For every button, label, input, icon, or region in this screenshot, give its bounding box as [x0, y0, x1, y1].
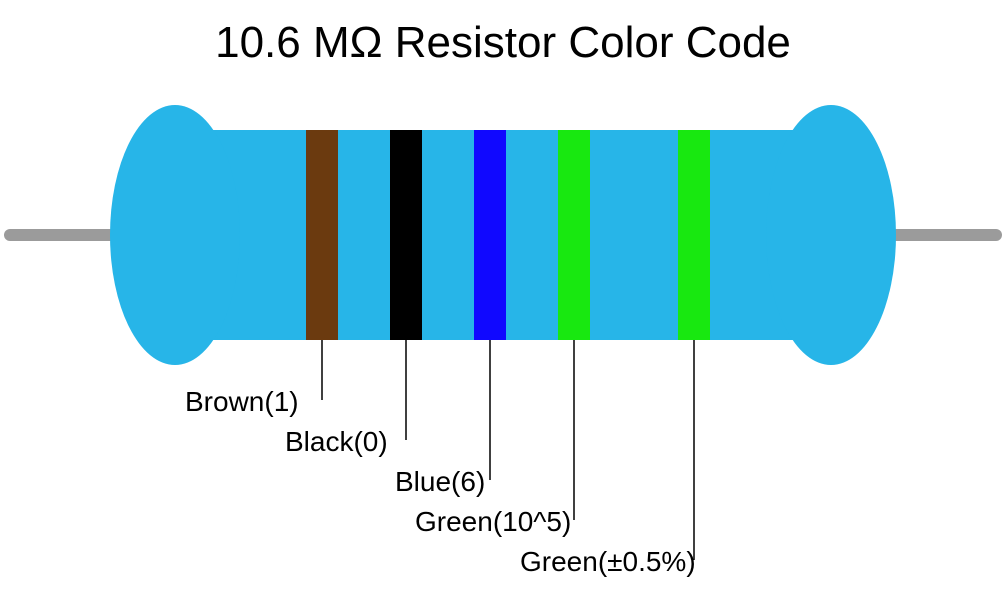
- color-band-4: [558, 130, 590, 340]
- color-band-2: [390, 130, 422, 340]
- color-band-3: [474, 130, 506, 340]
- color-band-1: [306, 130, 338, 340]
- resistor-bulb-left: [110, 105, 240, 365]
- color-band-5: [678, 130, 710, 340]
- band-label-4: Green(10^5): [415, 506, 571, 538]
- band-label-5: Green(±0.5%): [520, 546, 696, 578]
- band-label-3: Blue(6): [395, 466, 485, 498]
- band-label-2: Black(0): [285, 426, 388, 458]
- resistor-bulb-right: [766, 105, 896, 365]
- band-label-1: Brown(1): [185, 386, 299, 418]
